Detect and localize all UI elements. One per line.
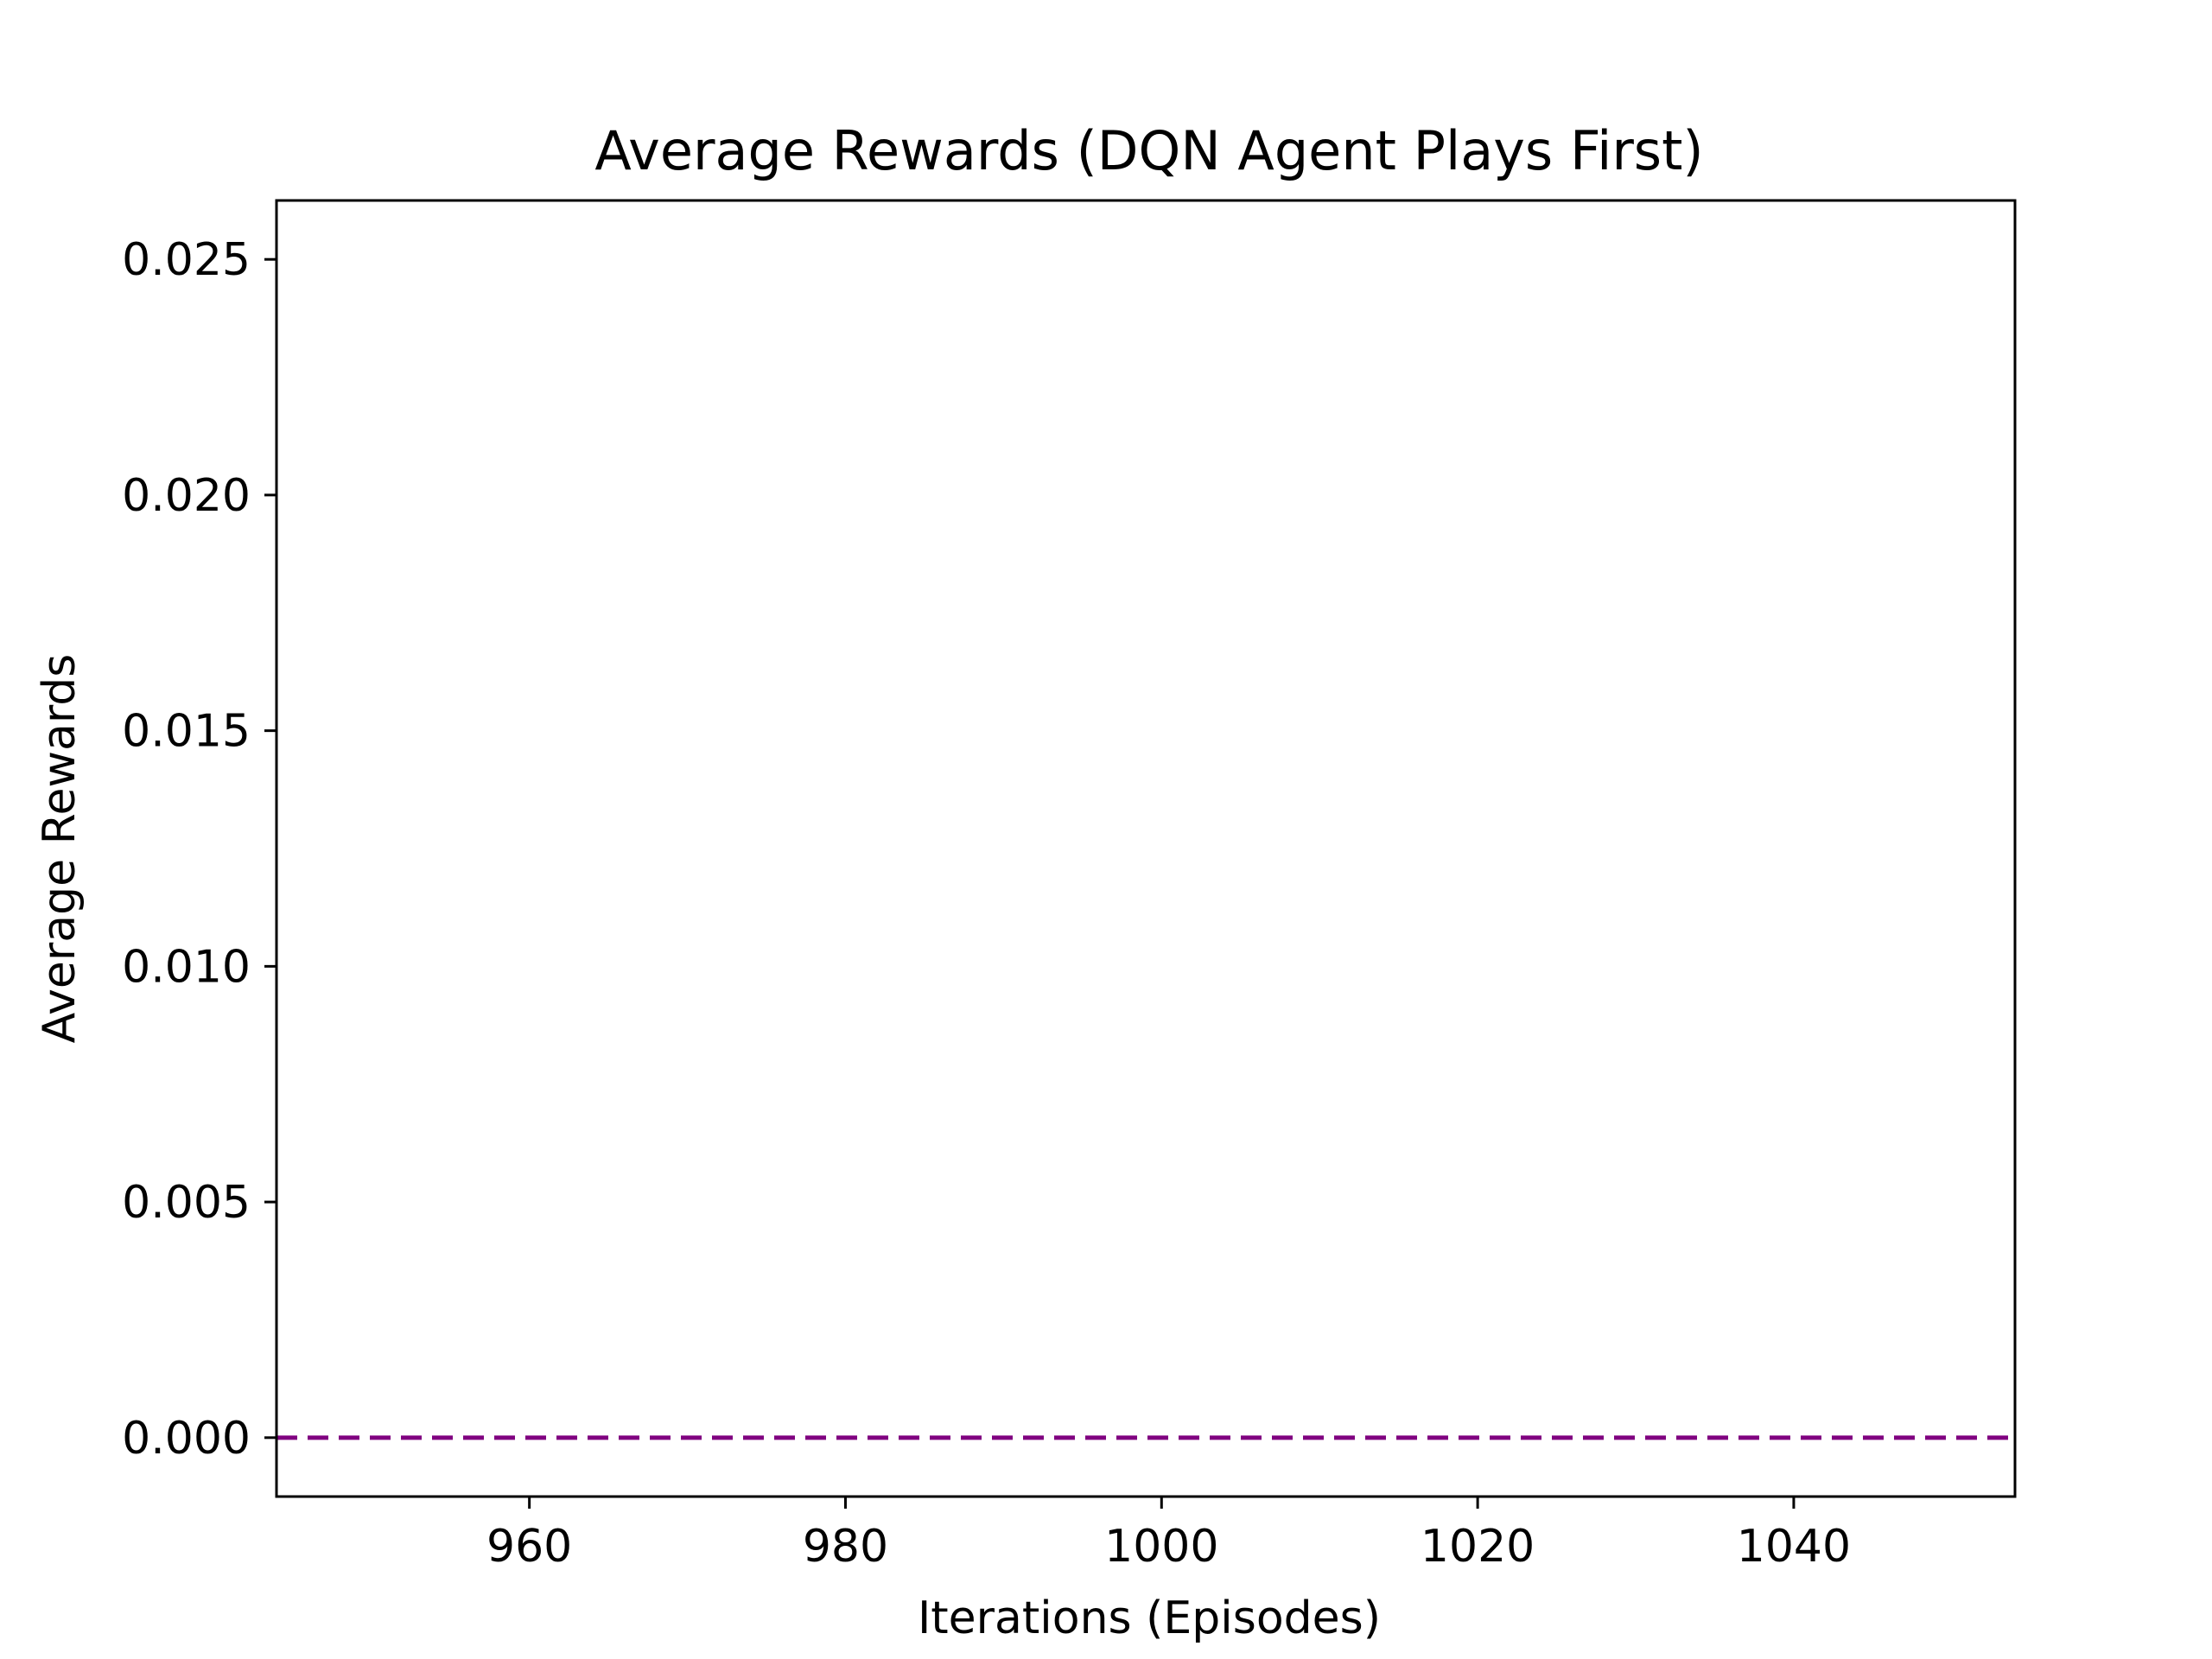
y-tick-label: 0.025 xyxy=(122,234,251,286)
plot-frame xyxy=(275,199,2017,1498)
x-tick-label: 1020 xyxy=(1421,1521,1535,1573)
plot-background xyxy=(276,200,2015,1497)
x-tick-label: 960 xyxy=(486,1521,572,1573)
chart-title: Average Rewards (DQN Agent Plays First) xyxy=(594,119,1703,182)
y-axis: 0.000 0.005 0.010 0.015 0.020 0.025 xyxy=(122,234,276,1465)
x-tick-label: 1000 xyxy=(1104,1521,1218,1573)
y-tick-label: 0.020 xyxy=(122,470,251,522)
y-tick-label: 0.015 xyxy=(122,706,251,758)
x-tick-label: 1040 xyxy=(1737,1521,1851,1573)
x-axis-label: Iterations (Episodes) xyxy=(918,1592,1381,1644)
y-tick-label: 0.005 xyxy=(122,1177,251,1229)
plot-area xyxy=(276,200,2015,1497)
y-axis-label: Average Rewards xyxy=(34,654,86,1044)
y-tick-label: 0.000 xyxy=(122,1413,251,1465)
x-axis: 960 980 1000 1020 1040 xyxy=(486,1497,1851,1573)
y-tick-label: 0.010 xyxy=(122,941,251,993)
x-tick-label: 980 xyxy=(803,1521,888,1573)
